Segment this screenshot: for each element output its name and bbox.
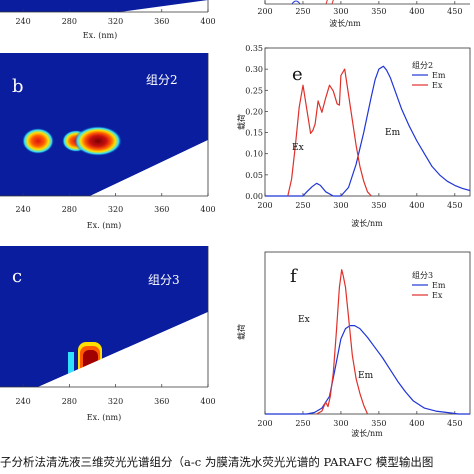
panel-d-ex-fragment — [325, 0, 334, 5]
panel-a-xtick-label: 400 — [200, 17, 215, 26]
panel-e-ytick-label: 0.25 — [245, 86, 263, 95]
panel-e-ytick-label: 0.00 — [245, 192, 263, 201]
panel-b-xtick-label: 280 — [62, 205, 77, 214]
panel-f-legend-title: 组分3 — [412, 270, 433, 280]
panel-b-peak-3 — [74, 126, 122, 156]
panel-d-xtick-label: 450 — [447, 7, 462, 16]
panel-c-xtick-label: 400 — [200, 397, 215, 406]
panel-a-scatter-mask — [120, 0, 208, 12]
panel-c-xlabel: Ex. (nm) — [87, 413, 121, 422]
panel-d-xtick-label: 250 — [295, 7, 310, 16]
panel-b-letter: b — [12, 76, 24, 97]
panel-e-ytick-label: 0.05 — [245, 171, 263, 180]
panel-c-xtick-label: 240 — [15, 397, 30, 406]
panel-e-legend-title: 组分2 — [412, 60, 433, 70]
panel-e-letter: e — [292, 64, 303, 85]
panel-e-xtick-label: 300 — [333, 201, 348, 210]
panel-b-xtick-label: 240 — [15, 205, 30, 214]
panel-e-annotation-em: Em — [385, 128, 401, 138]
panel-e-xtick-label: 350 — [371, 201, 386, 210]
panel-b-xlabel: Ex. (nm) — [87, 221, 121, 230]
panel-b-component-label: 组分2 — [146, 73, 178, 87]
panel-b-xtick-label: 320 — [108, 205, 123, 214]
panel-e-series-em-line — [265, 65, 471, 197]
panel-e-ylabel: 载荷 — [236, 114, 246, 130]
panel-d-xtick-label: 200 — [257, 7, 272, 16]
panel-c-xtick-label: 320 — [108, 397, 123, 406]
panel-f-xtick-label: 400 — [409, 419, 424, 428]
panel-d-em-fragment — [291, 0, 301, 5]
figure-caption: 子分析法清洗液三维荧光光谱组分（a-c 为膜清洗水荧光光谱的 PARAFC 模型… — [0, 455, 433, 469]
panel-f-series-ex-line — [316, 269, 369, 415]
panel-d-xtick-label: 400 — [409, 7, 424, 16]
panel-f-xtick-label: 250 — [295, 419, 310, 428]
panel-a-xtick-label: 280 — [62, 17, 77, 26]
panel-d-xlabel: 波长/nm — [329, 18, 361, 28]
panel-d-xtick-label: 350 — [371, 7, 386, 16]
panel-e-ytick-label: 0.35 — [245, 44, 263, 53]
panel-e-line-chart: e 载荷 200 250 300 350 400 450 0.00 0.05 0.10 0.15 0… — [236, 44, 471, 228]
panel-f-ylabel: 载荷 — [236, 324, 246, 340]
panel-f-series-em-line — [265, 325, 470, 415]
panel-e-ytick-label: 0.20 — [245, 107, 263, 116]
panel-f-letter: f — [290, 266, 298, 287]
panel-e-annotation-ex: Ex — [292, 143, 304, 153]
panel-a-heatmap: 240 280 320 360 400 Ex. (nm) — [0, 0, 216, 40]
panel-d-xtick-label: 300 — [333, 7, 348, 16]
panel-f-legend: 组分3 Em Ex — [412, 270, 446, 300]
panel-c-xtick-label: 360 — [154, 397, 169, 406]
panel-a-xtick-label: 360 — [154, 17, 169, 26]
panel-f-xtick-label: 200 — [257, 419, 272, 428]
panel-a-xlabel: Ex. (nm) — [83, 31, 117, 40]
panel-c-peak-base — [68, 352, 74, 382]
panel-e-series-ex-line — [287, 68, 372, 197]
panel-e-ytick-label: 0.10 — [245, 150, 263, 159]
panel-f-xtick-label: 300 — [333, 419, 348, 428]
panel-e-ytick-label: 0.15 — [245, 129, 263, 138]
panel-b-scatter-mask — [90, 140, 208, 196]
panel-e-xtick-label: 400 — [409, 201, 424, 210]
panel-c-letter: c — [12, 266, 22, 287]
panel-f-legend-em-label: Em — [432, 281, 446, 290]
panel-e-plot-frame — [264, 47, 471, 197]
panel-b-xtick-label: 360 — [154, 205, 169, 214]
panel-c-heatmap: c 组分3 240 280 320 360 400 Ex. (nm) — [0, 246, 216, 422]
panel-f-xtick-label: 450 — [447, 419, 462, 428]
panel-e-xtick-label: 200 — [257, 201, 272, 210]
panel-e-ytick-label: 0.30 — [245, 65, 263, 74]
panel-e-xtick-label: 450 — [447, 201, 462, 210]
panel-f-xlabel: 波长/nm — [351, 428, 383, 438]
panel-f-annotation-ex: Ex — [298, 315, 310, 325]
panel-c-scatter-mask — [38, 312, 208, 387]
panel-f-xtick-label: 350 — [371, 419, 386, 428]
panel-e-legend-ex-label: Ex — [432, 81, 443, 90]
panel-a-xtick-label: 240 — [15, 17, 30, 26]
panel-b-xtick-label: 400 — [200, 205, 215, 214]
panel-e-legend: 组分2 Em Ex — [412, 60, 446, 90]
panel-e-xtick-label: 250 — [295, 201, 310, 210]
panel-f-line-chart: f 载荷 200 250 300 350 400 450 组分3 Em Ex Ex Em … — [236, 251, 471, 438]
panel-b-peak-1 — [22, 128, 54, 154]
panel-c-component-label: 组分3 — [148, 273, 180, 287]
panel-d-line-chart: 200 250 300 350 400 450 波长/nm — [257, 0, 470, 28]
panel-f-annotation-em: Em — [358, 371, 374, 381]
panel-f-legend-ex-label: Ex — [432, 291, 443, 300]
panel-c-xtick-label: 280 — [62, 397, 77, 406]
panel-b-heatmap: b 组分2 240 280 320 360 400 Ex. (nm) — [0, 53, 216, 230]
panel-a-xtick-label: 320 — [108, 17, 123, 26]
panel-e-legend-em-label: Em — [432, 71, 446, 80]
panel-e-xlabel: 波长/nm — [351, 218, 383, 228]
